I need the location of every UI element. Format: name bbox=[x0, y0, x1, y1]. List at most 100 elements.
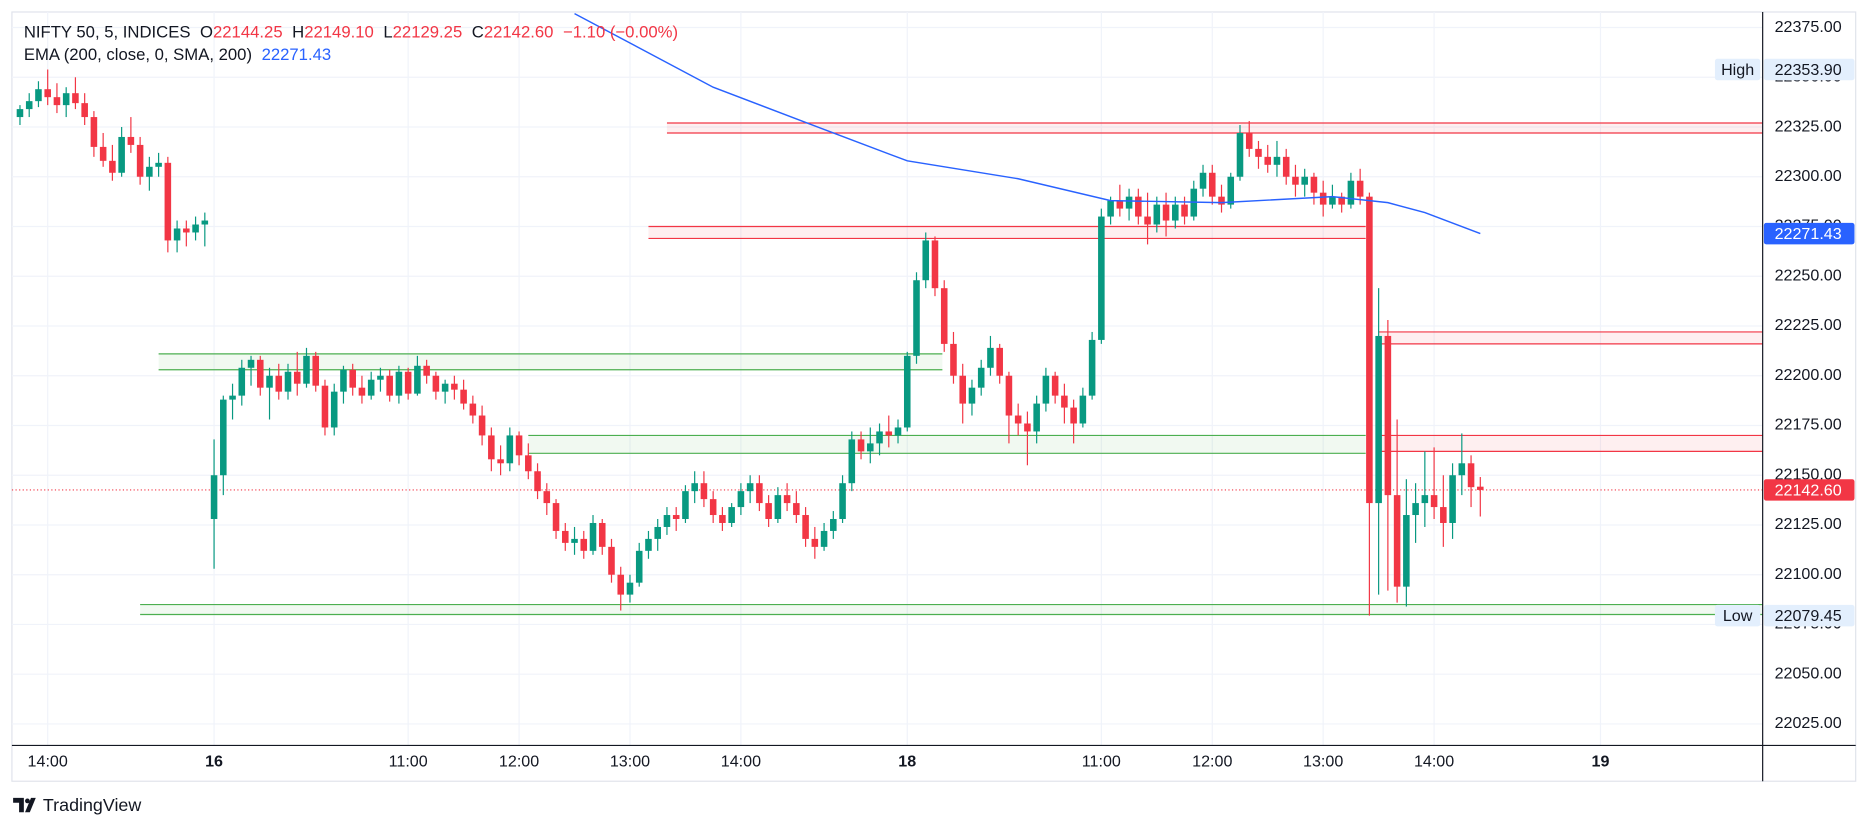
zone-fill bbox=[666, 123, 1763, 133]
candle-body bbox=[275, 375, 283, 392]
y-tick-label: 22300.00 bbox=[1775, 167, 1842, 185]
candle-body bbox=[848, 439, 856, 484]
candle-body bbox=[765, 503, 772, 520]
candle-body bbox=[857, 439, 865, 452]
candle-body bbox=[1199, 172, 1207, 189]
marker-name: High bbox=[1721, 61, 1754, 79]
candle-body bbox=[543, 491, 551, 504]
candle-body bbox=[451, 383, 458, 390]
candle-body bbox=[1144, 216, 1151, 225]
candle-body bbox=[830, 519, 837, 531]
candle-body bbox=[1467, 463, 1475, 488]
candle-body bbox=[173, 228, 181, 241]
candle-body bbox=[1384, 335, 1392, 496]
candle-body bbox=[284, 371, 292, 392]
x-tick-label: 14:00 bbox=[1414, 752, 1454, 770]
candle-body bbox=[811, 538, 819, 547]
candle-body bbox=[478, 415, 486, 436]
candle-body bbox=[423, 365, 430, 376]
candle-body bbox=[691, 483, 698, 492]
y-tick-label: 22025.00 bbox=[1775, 714, 1842, 732]
candle-body bbox=[201, 220, 209, 225]
candle-body bbox=[1107, 200, 1114, 217]
candle-body bbox=[53, 97, 61, 106]
candle-body bbox=[1098, 216, 1105, 340]
candle-body bbox=[654, 526, 661, 539]
candle-body bbox=[774, 495, 782, 520]
y-tick-label: 22175.00 bbox=[1775, 416, 1842, 434]
indicator-value: 22271.43 bbox=[262, 46, 332, 65]
zone-fill bbox=[1378, 331, 1763, 344]
zone-fill bbox=[140, 604, 1763, 615]
logo-dot bbox=[25, 798, 30, 804]
candle-body bbox=[90, 117, 98, 147]
candle-body bbox=[525, 455, 532, 472]
marker-name: Low bbox=[1723, 607, 1753, 625]
candle-body bbox=[321, 385, 329, 428]
candle-body bbox=[1116, 200, 1124, 209]
ohlc-key: H bbox=[292, 23, 304, 42]
candle-body bbox=[109, 160, 116, 173]
y-tick-label: 22200.00 bbox=[1775, 366, 1842, 384]
last-price-tag-label: 22142.60 bbox=[1775, 481, 1842, 499]
candle-body bbox=[404, 371, 412, 394]
candle-body bbox=[950, 343, 957, 376]
candle-body bbox=[756, 483, 763, 504]
y-tick-label: 22100.00 bbox=[1775, 565, 1842, 583]
candle-body bbox=[580, 538, 588, 551]
x-tick-label: 13:00 bbox=[1303, 752, 1343, 770]
candle-body bbox=[1403, 515, 1410, 587]
ema-tag-box bbox=[1763, 222, 1855, 245]
candle-body bbox=[35, 89, 42, 102]
candle-body bbox=[210, 475, 218, 520]
candle-body bbox=[469, 403, 477, 416]
candle-body bbox=[700, 483, 708, 500]
candle-body bbox=[1070, 407, 1077, 424]
x-tick-label: 13:00 bbox=[610, 752, 650, 770]
candle-body bbox=[247, 359, 255, 368]
x-tick-label: 18 bbox=[898, 752, 916, 770]
candle-body bbox=[229, 395, 236, 400]
y-tick-label: 22225.00 bbox=[1775, 316, 1842, 334]
candle-body bbox=[349, 369, 356, 388]
candle-body bbox=[894, 427, 902, 436]
candle-body bbox=[645, 538, 652, 551]
zone-fill bbox=[648, 226, 1366, 239]
candle-body bbox=[192, 224, 199, 233]
plot bbox=[11, 12, 1763, 616]
candle-body bbox=[238, 367, 246, 396]
marker-name-box bbox=[1714, 58, 1761, 81]
ohlc-value: 22149.10 bbox=[304, 23, 374, 42]
candle-body bbox=[1412, 503, 1419, 516]
candle-body bbox=[266, 375, 273, 388]
candle-body bbox=[340, 369, 347, 392]
indicator-name: EMA (200, close, 0, SMA, 200) bbox=[24, 46, 252, 65]
candle-body bbox=[330, 391, 338, 428]
candle-body bbox=[432, 375, 440, 392]
candle-body bbox=[1292, 176, 1299, 185]
marker-value-label: 22353.90 bbox=[1775, 61, 1842, 79]
candle-body bbox=[62, 93, 70, 106]
candle-body bbox=[386, 375, 393, 396]
candle-body bbox=[635, 550, 643, 583]
ohlc-key: C bbox=[472, 23, 484, 42]
candle-body bbox=[1014, 415, 1022, 424]
candle-body bbox=[1172, 204, 1179, 221]
candle-body bbox=[127, 136, 135, 145]
candle-body bbox=[737, 491, 745, 508]
candle-body bbox=[377, 375, 384, 380]
candle-body bbox=[16, 109, 24, 118]
candle-body bbox=[1079, 395, 1087, 424]
candle-body bbox=[903, 355, 911, 428]
candle-body bbox=[72, 93, 79, 104]
candle-body bbox=[1181, 204, 1188, 217]
candle-body bbox=[1393, 495, 1401, 587]
zone-fill bbox=[1378, 435, 1763, 452]
candle-body bbox=[1338, 196, 1345, 205]
candle-body bbox=[959, 375, 966, 404]
candle-body bbox=[552, 503, 560, 531]
ohlc-value: 22129.25 bbox=[393, 23, 463, 42]
candle-body bbox=[1347, 180, 1355, 205]
candle-body bbox=[996, 347, 1003, 376]
